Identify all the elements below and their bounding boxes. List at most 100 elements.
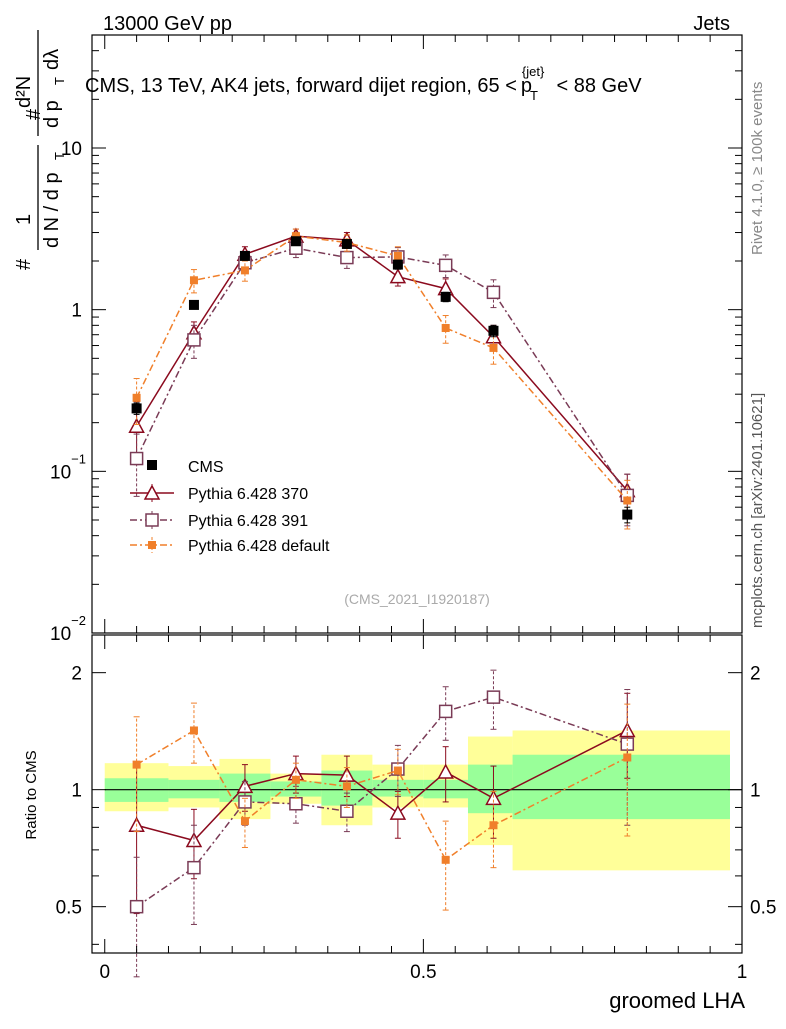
- ratio-ytick-label-right: 1: [750, 781, 761, 802]
- main-ytick-label: 1: [71, 301, 82, 322]
- ylabel-t-1: T: [52, 152, 67, 160]
- legend-label-pythia-391: Pythia 6.428 391: [188, 513, 308, 530]
- legend-marker-pythia-391: [145, 513, 159, 527]
- plot-title: CMS, 13 TeV, AK4 jets, forward dijet reg…: [85, 64, 642, 103]
- main-point-pythia-6-428-default: [393, 251, 402, 260]
- ylabel-dlambda: dλ: [41, 49, 63, 70]
- ratio-frame: [91, 634, 743, 954]
- main-point-pythia-6-428-default: [132, 393, 141, 402]
- legend-entry-pythia-370: Pythia 6.428 370: [130, 484, 308, 503]
- legend-label-pythia-default: Pythia 6.428 default: [188, 538, 330, 555]
- main-ytick-label: 10: [61, 139, 82, 160]
- ratio-point-pythia-6-428-default: [342, 782, 351, 791]
- main-point-pythia-6-428-default: [623, 496, 632, 505]
- ratio-ytick-label-right: 2: [750, 664, 761, 685]
- main-series-layer: [128, 227, 636, 530]
- title-superscript: {jet}: [522, 64, 545, 79]
- ylabel-hash-1: #: [13, 258, 35, 270]
- title-variable: p: [521, 75, 532, 97]
- ratio-point-pythia-6-428-default: [489, 821, 498, 830]
- ratio-point-pythia-6-428-default: [623, 753, 632, 762]
- main-point-pythia-6-428-default: [489, 343, 498, 352]
- legend-label-cms: CMS: [188, 459, 224, 476]
- ratio-point-pythia-6-428-default: [132, 760, 141, 769]
- main-point-cms: [290, 236, 301, 247]
- title-suffix: < 88 GeV: [556, 75, 642, 97]
- ratio-point-pythia-6-428-370: [389, 804, 407, 820]
- ratio-xtick-label: 1: [737, 962, 748, 983]
- main-point-pythia-6-428-391: [187, 333, 201, 347]
- main-line-pythia-6-428-391: [135, 247, 628, 496]
- main-point-cms: [392, 259, 403, 270]
- rivet-label: Rivet 4.1.0, ≥ 100k events: [749, 82, 766, 255]
- ratio-xtick-label: 0: [99, 962, 110, 983]
- ratio-point-pythia-6-428-default: [441, 855, 450, 864]
- ratio-point-pythia-6-428-391: [187, 860, 201, 875]
- legend-entry-cms: CMS: [147, 459, 224, 476]
- ratio-ytick-label-left: 0.5: [56, 898, 82, 919]
- main-point-pythia-6-428-391: [438, 258, 453, 273]
- main-point-cms: [131, 403, 142, 414]
- main-ytick-exponent: −1: [71, 451, 86, 466]
- ylabel-d2n: d²N: [13, 76, 35, 108]
- title-subscript: T: [530, 88, 538, 103]
- ylabel-dn: d N / d p: [41, 172, 63, 248]
- ratio-ytick-label-left: 2: [71, 664, 82, 685]
- ratio-point-pythia-6-428-default: [291, 775, 300, 784]
- ratio-point-pythia-6-428-default: [240, 817, 249, 826]
- ratio-xtick-label: 0.5: [410, 962, 436, 983]
- main-y-axis-label: # 1 d N / d p T # d²N d p T dλ: [13, 30, 67, 270]
- energy-label: 13000 GeV pp: [103, 13, 232, 35]
- ratio-point-pythia-6-428-391: [129, 899, 144, 914]
- mcplots-label: mcplots.cern.ch [arXiv:2401.10621]: [749, 393, 766, 628]
- title-prefix: CMS, 13 TeV, AK4 jets, forward dijet reg…: [85, 75, 517, 97]
- main-point-pythia-6-428-default: [291, 232, 300, 241]
- main-point-pythia-6-428-391: [486, 285, 501, 300]
- main-point-cms: [239, 250, 250, 261]
- ratio-point-pythia-6-428-370: [485, 789, 502, 806]
- main-point-pythia-6-428-370: [389, 268, 407, 284]
- ratio-point-pythia-6-428-default: [189, 726, 198, 735]
- main-point-cms: [488, 325, 499, 336]
- ratio-band-green: [467, 764, 513, 814]
- legend-marker-pythia-370: [143, 484, 161, 500]
- main-point-cms: [188, 299, 199, 310]
- ratio-ytick-label-left: 1: [71, 781, 82, 802]
- legend-marker-cms: [147, 460, 157, 470]
- ratio-point-pythia-6-428-default: [393, 766, 402, 775]
- main-ytick-label: 10: [50, 462, 71, 483]
- main-point-pythia-6-428-370: [128, 417, 145, 434]
- legend-label-pythia-370: Pythia 6.428 370: [188, 486, 308, 503]
- main-point-pythia-6-428-default: [441, 324, 450, 333]
- ratio-point-pythia-6-428-391: [438, 704, 453, 719]
- ratio-band-green: [512, 754, 730, 820]
- ratio-point-pythia-6-428-391: [486, 690, 501, 704]
- legend: CMS Pythia 6.428 370 Pythia 6.428 391 Py…: [130, 459, 330, 555]
- main-point-pythia-6-428-391: [129, 451, 144, 466]
- x-axis-label: groomed LHA: [609, 988, 745, 1013]
- main-point-pythia-6-428-default: [189, 276, 198, 285]
- ratio-point-pythia-6-428-370: [437, 763, 454, 779]
- legend-entry-pythia-default: Pythia 6.428 default: [130, 537, 330, 555]
- ylabel-hash-2: #: [23, 108, 45, 120]
- ratio-axes: 0.5 0.5 1 1 2 2 0 0.5 1: [56, 634, 776, 983]
- ratio-y-axis-label: Ratio to CMS: [23, 750, 40, 839]
- main-point-cms: [341, 238, 352, 249]
- main-point-cms: [622, 509, 633, 520]
- category-label: Jets: [693, 13, 730, 35]
- main-point-pythia-6-428-391: [340, 250, 354, 265]
- main-point-pythia-6-428-default: [240, 266, 249, 275]
- analysis-id: (CMS_2021_I1920187): [344, 591, 490, 607]
- main-ytick-exponent: −2: [71, 613, 86, 628]
- ratio-ytick-label-right: 0.5: [750, 898, 776, 919]
- legend-entry-pythia-391: Pythia 6.428 391: [130, 511, 308, 530]
- main-point-cms: [440, 291, 451, 302]
- legend-marker-pythia-default: [148, 541, 156, 549]
- ylabel-dp: d p: [41, 100, 63, 128]
- ratio-uncertainty-bands: [92, 635, 742, 953]
- ylabel-one: 1: [13, 214, 35, 225]
- ratio-series-layer: [128, 669, 636, 978]
- main-frame: [91, 34, 743, 634]
